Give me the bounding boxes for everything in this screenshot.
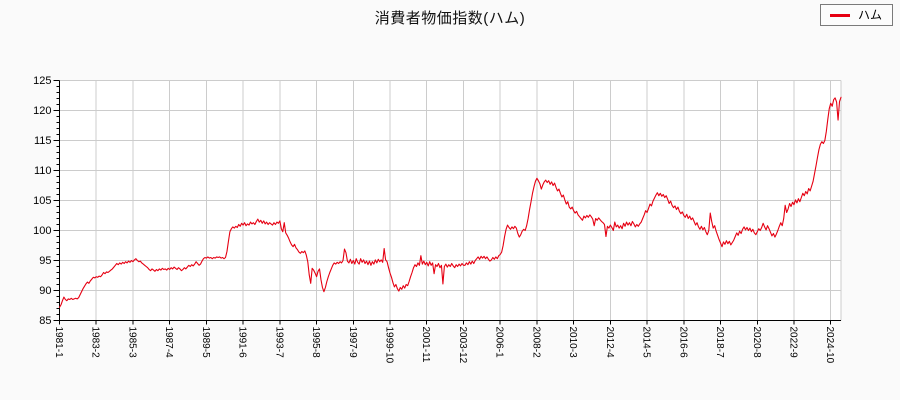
y-tick-label: 95: [39, 255, 51, 267]
x-tick-label: 2008-2: [530, 327, 541, 359]
x-tick-label: 1987-4: [163, 327, 174, 359]
x-tick-label: 2010-3: [567, 327, 578, 359]
y-tick-label: 100: [33, 225, 51, 237]
x-tick-label: 1995-8: [310, 327, 321, 359]
y-tick-label: 110: [34, 165, 52, 177]
x-tick-label: 2024-10: [824, 327, 835, 364]
y-tick-label: 105: [33, 195, 51, 207]
x-tick-label: 2006-1: [494, 327, 505, 359]
legend-line-swatch: [829, 13, 850, 17]
x-tick-label: 2014-5: [641, 327, 652, 359]
x-tick-label: 2018-7: [714, 327, 725, 359]
x-tick-label: 2012-4: [604, 327, 615, 359]
legend: ハム: [819, 4, 893, 27]
x-tick-label: 2016-6: [677, 327, 688, 359]
x-tick-label: 2001-11: [420, 327, 431, 363]
legend-label: ハム: [857, 8, 882, 22]
x-tick-label: 1999-10: [384, 327, 395, 364]
x-tick-label: 2003-12: [457, 327, 468, 364]
y-tick-label: 120: [33, 105, 51, 117]
chart-title: 消費者物価指数(ハム): [374, 10, 526, 27]
x-tick-label: 2020-8: [751, 327, 762, 359]
x-tick-label: 1991-6: [237, 327, 248, 359]
y-tick-label: 125: [33, 75, 51, 87]
x-tick-label: 1989-5: [200, 327, 211, 359]
x-tick-label: 1993-7: [273, 327, 284, 359]
x-tick-label: 1981-1: [53, 327, 64, 359]
y-tick-label: 85: [39, 315, 51, 327]
y-tick-label: 115: [34, 135, 52, 147]
x-tick-label: 1985-3: [126, 327, 137, 359]
x-tick-label: 1983-2: [90, 327, 101, 359]
y-tick-label: 90: [39, 285, 51, 297]
price-line: [58, 96, 842, 308]
x-tick-label: 1997-9: [347, 327, 358, 359]
x-tick-label: 2022-9: [787, 327, 798, 359]
